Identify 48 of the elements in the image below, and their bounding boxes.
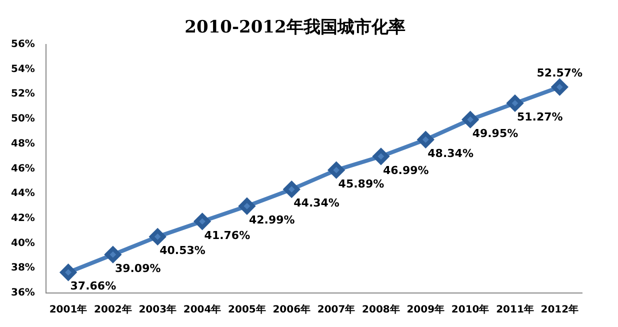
- point: [462, 112, 478, 128]
- data-label: 41.76%: [204, 228, 250, 242]
- point: [552, 79, 568, 96]
- data-label: 48.34%: [428, 146, 474, 160]
- x-tick-label: 2011年: [496, 304, 534, 316]
- point: [506, 95, 523, 112]
- point: [418, 132, 434, 148]
- x-tick-label: 2002年: [94, 304, 132, 316]
- point: [372, 148, 389, 164]
- data-label: 44.34%: [294, 196, 340, 210]
- data-label: 46.99%: [382, 164, 429, 177]
- y-tick-label: 40%: [11, 238, 35, 249]
- y-tick-label: 36%: [11, 288, 35, 299]
- x-tick-label: 2008年: [362, 304, 400, 316]
- y-tick-label: 52%: [11, 88, 35, 100]
- y-tick-label: 50%: [11, 114, 35, 125]
- data-label: 45.89%: [338, 177, 384, 190]
- y-tick-label: 44%: [11, 188, 35, 200]
- y-tick-label: 54%: [11, 64, 35, 75]
- point: [238, 198, 255, 214]
- data-label: 37.66%: [70, 280, 116, 293]
- data-label: 39.09%: [114, 262, 161, 275]
- y-tick-label: 48%: [11, 138, 35, 150]
- point: [194, 213, 210, 230]
- y-tick-label: 56%: [11, 38, 35, 50]
- x-tick-label: 2004年: [183, 304, 222, 316]
- data-label: 40.53%: [160, 244, 206, 258]
- x-tick-label: 2007年: [317, 304, 356, 316]
- x-tick-label: 2012年: [540, 304, 579, 316]
- data-label: 51.27%: [516, 110, 563, 124]
- x-tick-label: 2001年: [49, 304, 88, 316]
- point: [328, 162, 344, 178]
- y-tick-label: 42%: [11, 213, 35, 224]
- x-tick-label: 2009年: [406, 304, 445, 316]
- point: [284, 181, 300, 198]
- x-tick-label: 2005年: [228, 304, 266, 316]
- y-tick-label: 38%: [11, 262, 35, 274]
- x-tick-label: 2010年: [451, 304, 490, 316]
- x-tick-label: 2006年: [272, 304, 311, 316]
- data-label: 49.95%: [472, 126, 518, 140]
- chart-title: 2010-2012年我国城市化率: [184, 18, 406, 38]
- x-tick-label: 2003年: [138, 304, 177, 316]
- y-tick-label: 46%: [11, 163, 35, 174]
- data-label: 42.99%: [248, 213, 295, 226]
- data-label: 52.57%: [536, 66, 583, 80]
- point: [60, 264, 76, 280]
- point: [150, 228, 166, 245]
- point: [104, 246, 121, 263]
